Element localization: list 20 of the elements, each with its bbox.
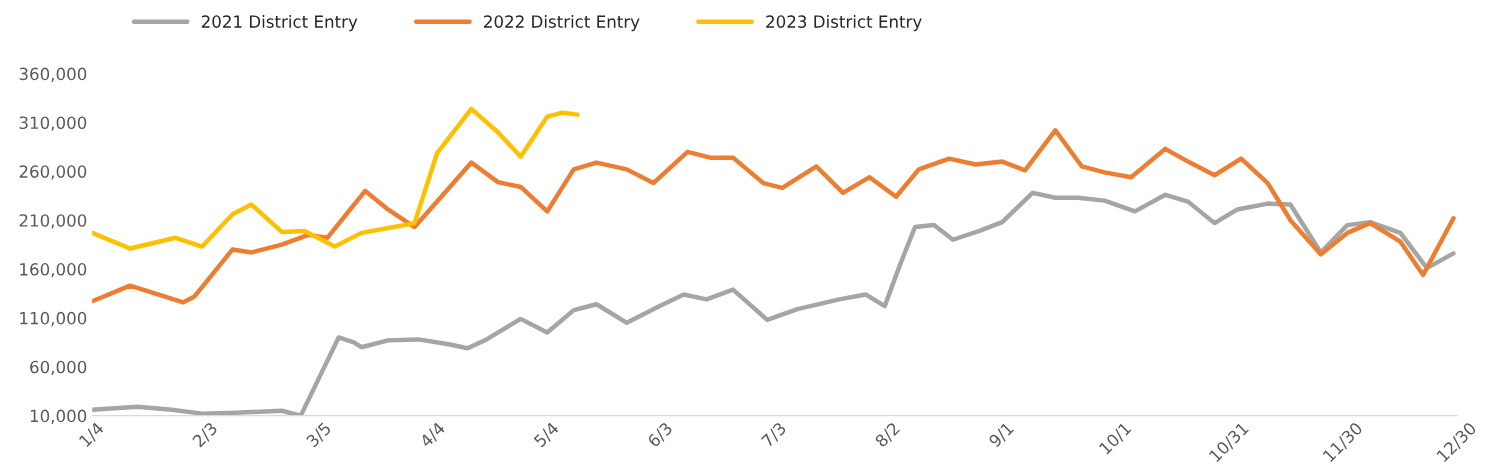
legend-label: 2022 District Entry [484,15,640,32]
y-tick-label: 360,000 [19,67,87,82]
x-tick-label: 3/5 [305,421,333,449]
y-tick-label: 110,000 [20,311,87,327]
x-tick-label: 4/4 [419,421,447,449]
y-tick-label: 260,000 [19,165,87,180]
legend-label: 2021 District Entry [201,15,358,32]
y-tick-label: 160,000 [20,263,87,278]
x-tick-label: 5/4 [533,421,561,449]
y-tick-label: 10,000 [30,409,87,424]
x-tick-label: 6/3 [646,421,674,449]
legend-label: 2023 District Entry [766,15,922,32]
x-tick-label: 7/3 [760,421,788,449]
x-tick-label: 8/2 [874,421,902,449]
x-tick-label: 2/3 [191,421,219,449]
x-tick-label: 1/4 [78,421,106,449]
y-tick-label: 210,000 [19,214,87,229]
x-tick-label: 9/1 [988,421,1015,449]
y-tick-label: 60,000 [30,360,87,376]
y-tick-label: 310,000 [19,116,87,131]
